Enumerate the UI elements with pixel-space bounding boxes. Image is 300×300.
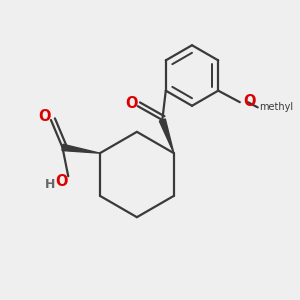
Text: O: O: [38, 109, 51, 124]
Text: O: O: [244, 94, 256, 109]
Text: O: O: [55, 174, 67, 189]
Polygon shape: [62, 144, 100, 153]
Text: methyl: methyl: [259, 102, 293, 112]
Text: O: O: [125, 96, 138, 111]
Polygon shape: [159, 119, 174, 153]
Text: H: H: [45, 178, 56, 191]
